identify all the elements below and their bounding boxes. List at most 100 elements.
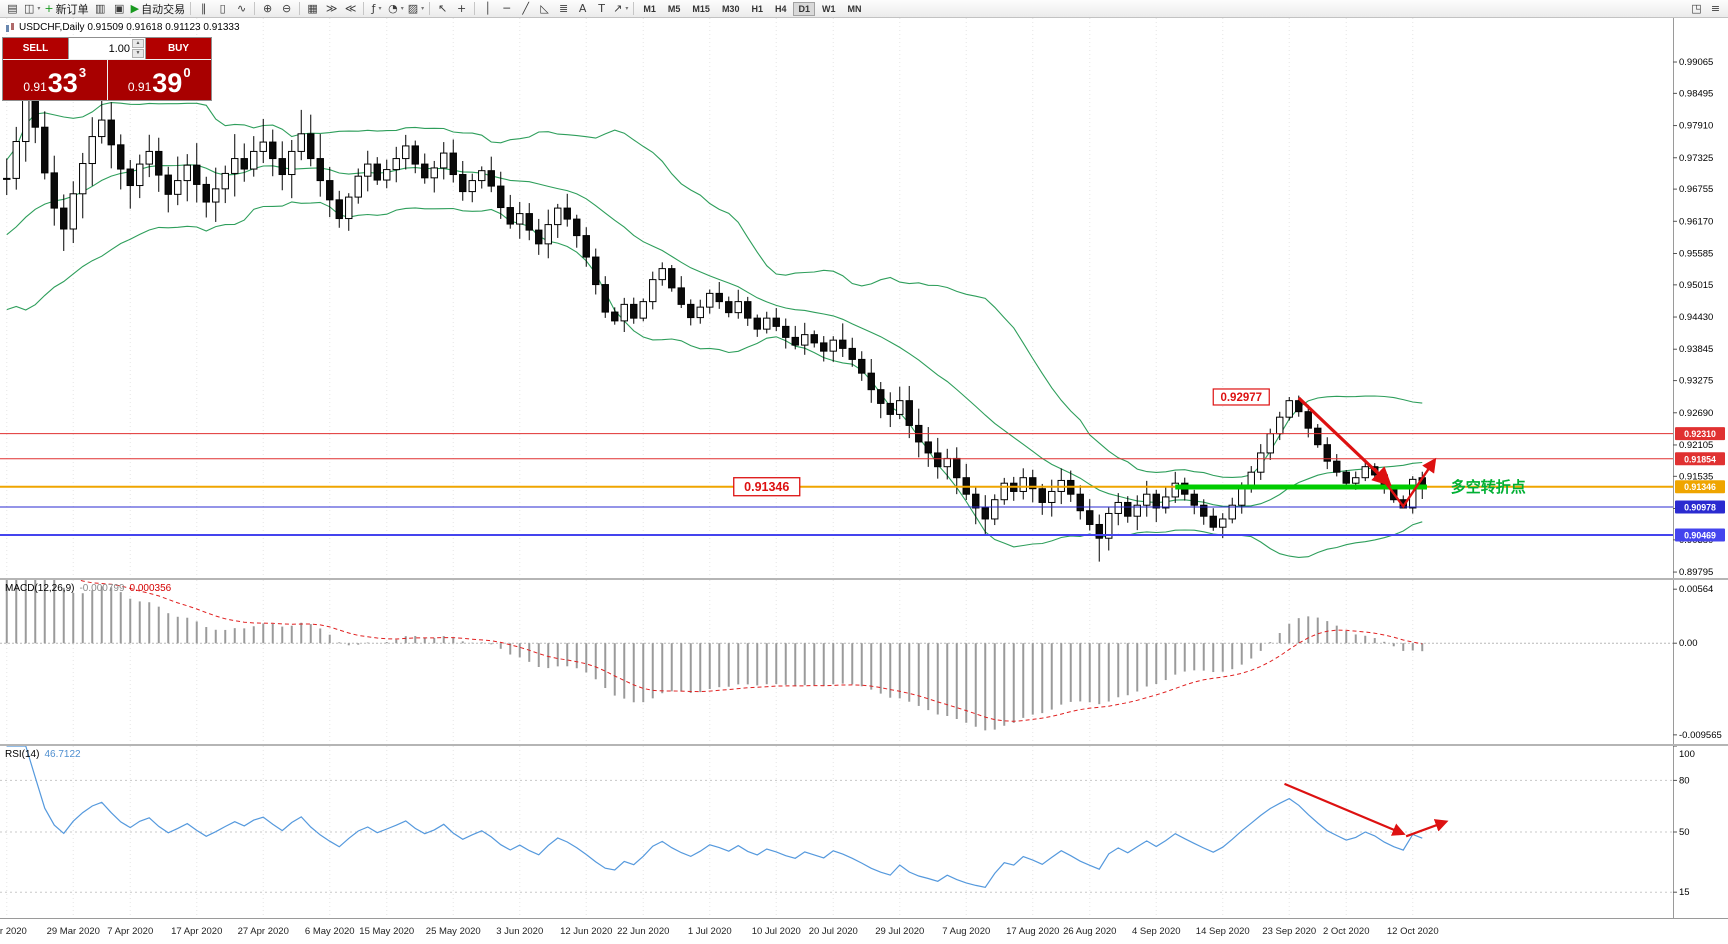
rsi-axis: 100 80 50 15 xyxy=(1673,746,1695,898)
horizontal-line-button[interactable]: ─ xyxy=(497,1,516,17)
zoom-out-button[interactable]: ⊖ xyxy=(277,1,296,17)
tf-h1-button[interactable]: H1 xyxy=(746,2,768,16)
support-price-label: 0.91346 xyxy=(733,477,801,497)
buy-price-display[interactable]: 0.91 39 0 xyxy=(107,60,211,100)
price-level-badge: 0.90978 xyxy=(1675,500,1725,514)
new-order-button[interactable]: + 新订单 xyxy=(42,1,90,17)
line-chart-button[interactable]: ∿ xyxy=(232,1,251,17)
svg-text:100: 100 xyxy=(1679,749,1695,760)
tile-windows-icon: ▦ xyxy=(307,2,318,15)
grid-lines xyxy=(6,580,1414,744)
tf-m15-button[interactable]: M15 xyxy=(687,2,715,16)
svg-text:0.91346: 0.91346 xyxy=(1684,482,1716,492)
macd-pane[interactable]: 0.00564 0.00 -0.009565 MACD(12,26,9) -0.000… xyxy=(0,580,1728,744)
ohlc-bars-button[interactable]: ∥ xyxy=(194,1,213,17)
arrows-button[interactable]: ↗ ▾ xyxy=(611,1,630,17)
menu-button[interactable]: ≡ xyxy=(1706,1,1725,17)
trendline-button[interactable]: ╱ xyxy=(516,1,535,17)
crosshair-button[interactable]: + xyxy=(452,1,471,17)
macd-main-value: -0.000799 xyxy=(79,583,125,594)
pane-separator[interactable] xyxy=(0,744,1728,746)
svg-text:0.93845: 0.93845 xyxy=(1679,344,1713,355)
svg-text:0.96170: 0.96170 xyxy=(1679,216,1713,227)
svg-text:Mar 2020: Mar 2020 xyxy=(0,926,27,937)
tf-w1-button[interactable]: W1 xyxy=(817,2,841,16)
tf-m30-button[interactable]: M30 xyxy=(717,2,745,16)
window-layout-button[interactable]: ◳ xyxy=(1687,1,1706,17)
rsi-name: RSI(14) xyxy=(5,749,40,760)
toolbar: ▤ ◫ ▾ + 新订单 ▥ ▣ ▶ 自动交易 ∥ ▯ ∿ ⊕ ⊖ ▦ ≫ ≪ ƒ ▾ ◔ ▾ ▨ ▾ ↖ + │ ─ ╱ ◺ ≣ A T ↗ ▾ M… xyxy=(0,0,1728,18)
auto-scroll-icon: ≫ xyxy=(325,2,338,15)
svg-text:29 Jul 2020: 29 Jul 2020 xyxy=(875,926,924,937)
navigator-icon: ▣ xyxy=(113,2,125,15)
volume-up-button[interactable]: ▲ xyxy=(132,39,144,48)
text-button[interactable]: A xyxy=(573,1,592,17)
svg-text:0.92310: 0.92310 xyxy=(1684,429,1716,439)
templates-icon: ▨ xyxy=(407,2,419,15)
buy-button[interactable]: BUY xyxy=(146,38,211,59)
rsi-label: RSI(14) 46.7122 xyxy=(5,749,81,760)
svg-text:50: 50 xyxy=(1679,827,1690,838)
price-chart-svg[interactable]: 0.92977 0.91346 多空转折点 0.99065 0.98495 0.97910… xyxy=(0,18,1728,578)
volume-input[interactable] xyxy=(69,38,145,59)
rsi-svg[interactable]: 100 80 50 15 xyxy=(0,746,1728,918)
svg-text:0.97325: 0.97325 xyxy=(1679,153,1713,164)
zoom-in-button[interactable]: ⊕ xyxy=(258,1,277,17)
tf-mn-button[interactable]: MN xyxy=(843,2,867,16)
candlestick-chart-button[interactable]: ▯ xyxy=(213,1,232,17)
rsi-up-arrow xyxy=(1405,819,1449,838)
cursor-button[interactable]: ↖ xyxy=(433,1,452,17)
arrows-dropdown-icon: ▾ xyxy=(625,5,629,12)
tf-m1-button[interactable]: M1 xyxy=(638,2,661,16)
svg-text:0.92105: 0.92105 xyxy=(1679,440,1713,451)
grid-lines xyxy=(6,746,1414,918)
svg-text:0.96755: 0.96755 xyxy=(1679,184,1713,195)
candlestick-chart-icon: ▯ xyxy=(219,2,226,15)
svg-text:0.95015: 0.95015 xyxy=(1679,280,1713,291)
fibonacci-button[interactable]: ≣ xyxy=(554,1,573,17)
symbol-ohlc-text: USDCHF,Daily 0.91509 0.91618 0.91123 0.9… xyxy=(19,22,240,33)
sell-price-display[interactable]: 0.91 33 3 xyxy=(3,60,107,100)
profiles-button[interactable]: ◫ ▾ xyxy=(22,1,42,17)
channel-button[interactable]: ◺ xyxy=(535,1,554,17)
toolbar-separator xyxy=(299,2,301,15)
market-watch-button[interactable]: ▥ xyxy=(91,1,110,17)
macd-signal-value: 0.000356 xyxy=(129,583,172,594)
vertical-line-button[interactable]: │ xyxy=(478,1,497,17)
sell-price-small: 0.91 xyxy=(23,80,47,94)
auto-scroll-button[interactable]: ≫ xyxy=(322,1,341,17)
price-chart-pane[interactable]: 0.92977 0.91346 多空转折点 0.99065 0.98495 0.97910… xyxy=(0,18,1728,578)
tile-windows-button[interactable]: ▦ xyxy=(303,1,322,17)
macd-svg[interactable]: 0.00564 0.00 -0.009565 xyxy=(0,580,1728,744)
pane-separator[interactable] xyxy=(0,578,1728,580)
templates-button[interactable]: ▨ ▾ xyxy=(406,1,426,17)
volume-down-button[interactable]: ▼ xyxy=(132,49,144,58)
tf-d1-button[interactable]: D1 xyxy=(793,1,815,16)
rsi-pane[interactable]: 100 80 50 15 RSI(14) 46.7122 xyxy=(0,746,1728,918)
sell-price-sup: 3 xyxy=(78,65,87,80)
tf-m5-button[interactable]: M5 xyxy=(663,2,686,16)
templates-dropdown-icon: ▾ xyxy=(421,5,425,12)
macd-axis: 0.00564 0.00 -0.009565 xyxy=(1673,584,1722,741)
new-chart-icon: ▤ xyxy=(7,2,18,15)
tf-h4-button[interactable]: H4 xyxy=(770,2,792,16)
time-axis-svg: Mar 2020 29 Mar 2020 7 Apr 2020 17 Apr 2020… xyxy=(0,926,1439,937)
svg-text:22 Jun 2020: 22 Jun 2020 xyxy=(617,926,669,937)
auto-trading-icon: ▶ xyxy=(130,2,140,15)
svg-text:0.00564: 0.00564 xyxy=(1679,584,1713,595)
svg-text:0.92690: 0.92690 xyxy=(1679,408,1713,419)
indicators-icon: ƒ xyxy=(371,2,376,15)
time-axis[interactable]: Mar 2020 29 Mar 2020 7 Apr 2020 17 Apr 2020… xyxy=(0,918,1728,944)
sell-button[interactable]: SELL xyxy=(3,38,68,59)
indicators-button[interactable]: ƒ ▾ xyxy=(367,1,386,17)
navigator-button[interactable]: ▣ xyxy=(110,1,129,17)
text-label-button[interactable]: T xyxy=(592,1,611,17)
price-level-badge: 0.91346 xyxy=(1675,480,1725,494)
new-chart-button[interactable]: ▤ xyxy=(3,1,22,17)
peak-price-label: 0.92977 xyxy=(1212,388,1270,406)
svg-text:23 Sep 2020: 23 Sep 2020 xyxy=(1262,926,1316,937)
window-layout-icon: ◳ xyxy=(1691,2,1702,15)
periods-button[interactable]: ◔ ▾ xyxy=(386,1,406,17)
auto-trading-button[interactable]: ▶ 自动交易 xyxy=(129,1,187,17)
chart-shift-button[interactable]: ≪ xyxy=(341,1,360,17)
